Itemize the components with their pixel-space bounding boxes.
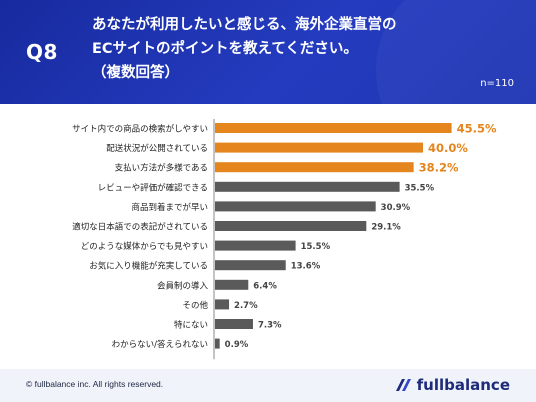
logo-text: fullbalance: [416, 376, 510, 394]
question-line: （複数回答）: [92, 65, 179, 81]
logo-mark-icon: [395, 379, 411, 391]
category-label: 会員制の導入: [157, 280, 209, 291]
bar: [215, 221, 367, 231]
value-label: 35.5%: [405, 183, 435, 193]
copyright-text: © fullbalance inc. All rights reserved.: [26, 379, 164, 389]
category-label: わからない/答えられない: [112, 339, 208, 350]
bar: [215, 279, 249, 290]
category-label: お気に入り機能が充実している: [89, 261, 208, 272]
value-label: 30.9%: [381, 203, 411, 213]
value-label: 45.5%: [457, 122, 497, 136]
header-decoration: [376, 0, 536, 104]
value-label: 29.1%: [371, 223, 401, 233]
question-line: ECサイトのポイントを教えてください。: [92, 41, 358, 57]
question-number: Q8: [26, 40, 58, 64]
bar: [215, 181, 400, 192]
value-label: 15.5%: [301, 242, 331, 252]
bar-chart: サイト内での商品の検索がしやすい 45.5% 配送状況が公開されている 40.0% 支払…: [72, 119, 497, 360]
bar: [215, 338, 220, 349]
category-label: どのような媒体からでも見やすい: [81, 241, 208, 252]
bar: [215, 260, 286, 271]
bar: [215, 201, 376, 212]
category-label: 適切な日本語での表記がされている: [72, 222, 208, 233]
bar: [215, 240, 296, 251]
category-label: 支払い方法が多様である: [115, 163, 208, 174]
category-label: サイト内での商品の検索がしやすい: [72, 124, 208, 135]
category-label: 商品到着までが早い: [131, 202, 208, 213]
bar: [215, 162, 414, 173]
bar: [215, 142, 423, 153]
value-label: 7.3%: [258, 321, 282, 331]
value-label: 0.9%: [225, 340, 249, 350]
bar: [215, 123, 452, 133]
value-label: 6.4%: [253, 281, 277, 291]
question-header: Q8 あなたが利用したいと感じる、海外企業直営の ECサイトのポイントを教えてく…: [0, 0, 536, 104]
category-label: その他: [182, 300, 208, 311]
sample-size: n=110: [480, 78, 514, 89]
bar: [215, 299, 230, 310]
footer: © fullbalance inc. All rights reserved. …: [0, 369, 536, 402]
category-label: 特にない: [174, 320, 208, 331]
question-text: あなたが利用したいと感じる、海外企業直営の ECサイトのポイントを教えてください…: [92, 13, 397, 85]
category-label: 配送状況が公開されている: [106, 143, 208, 154]
value-label: 2.7%: [234, 301, 258, 311]
question-line: あなたが利用したいと感じる、海外企業直営の: [92, 17, 397, 33]
value-label: 40.0%: [428, 141, 468, 155]
bar: [215, 319, 253, 329]
value-label: 13.6%: [291, 262, 321, 272]
brand-logo: fullbalance: [393, 375, 510, 395]
category-label: レビューや評価が確認できる: [98, 182, 208, 193]
value-label: 38.2%: [419, 161, 459, 175]
